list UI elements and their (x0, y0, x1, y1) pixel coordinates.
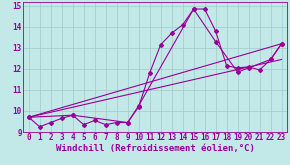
X-axis label: Windchill (Refroidissement éolien,°C): Windchill (Refroidissement éolien,°C) (56, 144, 255, 153)
